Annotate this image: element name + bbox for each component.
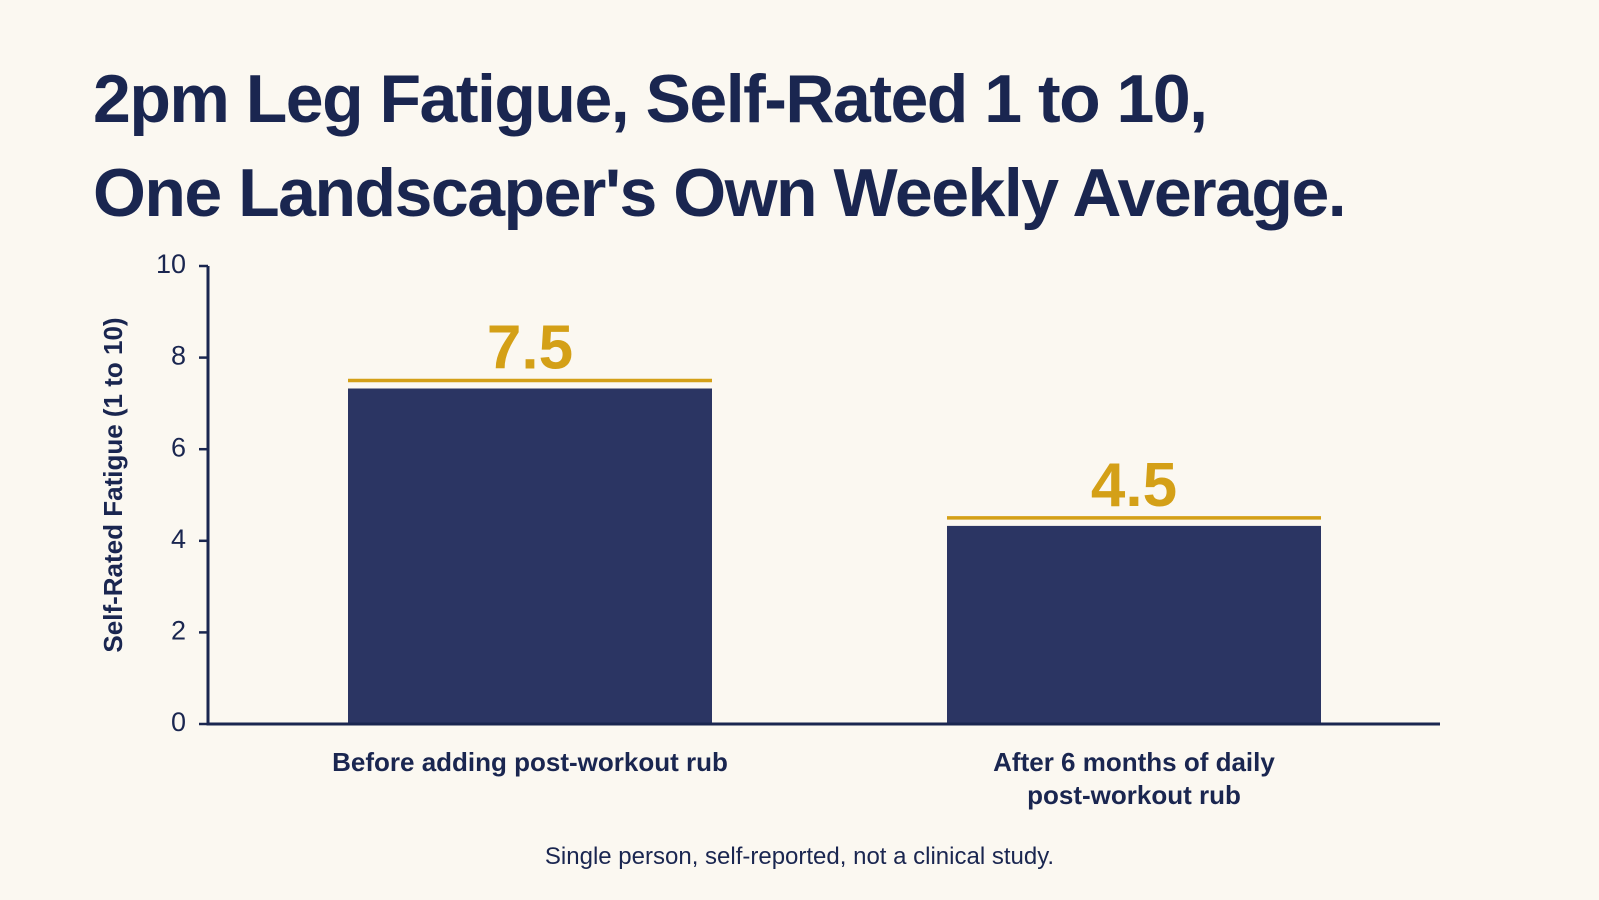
x-category-label-1-line-1: post-workout rub [1027, 780, 1241, 810]
x-category-label-1: After 6 months of daily post-workout rub [993, 747, 1275, 810]
y-tick-label-5: 10 [156, 249, 186, 279]
y-tick-label-2: 4 [171, 524, 186, 554]
chart-title: 2pm Leg Fatigue, Self-Rated 1 to 10, One… [93, 52, 1393, 240]
y-tick-label-4: 8 [171, 341, 186, 371]
y-axis-ticks: 0 2 4 6 8 10 [156, 249, 208, 737]
bar-value-label-0: 7.5 [487, 314, 573, 383]
chart-title-line-1: 2pm Leg Fatigue, Self-Rated 1 to 10, [93, 61, 1208, 137]
y-tick-label-3: 6 [171, 432, 186, 462]
x-category-label-0: Before adding post-workout rub [332, 747, 728, 777]
bar-1 [947, 525, 1321, 724]
bars: 7.5 4.5 [348, 314, 1321, 724]
bar-value-label-1: 4.5 [1091, 451, 1177, 520]
x-category-label-0-line-0: Before adding post-workout rub [332, 747, 728, 777]
footnote: Single person, self-reported, not a clin… [544, 843, 1055, 870]
y-axis-title-group: Self-Rated Fatigue (1 to 10) [98, 317, 128, 652]
y-axis-title: Self-Rated Fatigue (1 to 10) [98, 317, 128, 652]
x-axis-labels: Before adding post-workout rub After 6 mo… [332, 747, 1275, 810]
chart-title-line-2: One Landscaper's Own Weekly Average. [93, 155, 1347, 231]
axes [206, 266, 1440, 726]
x-category-label-1-line-0: After 6 months of daily [993, 747, 1275, 777]
bar-0 [348, 388, 712, 724]
y-tick-label-0: 0 [171, 707, 186, 737]
y-tick-label-1: 2 [171, 616, 186, 646]
